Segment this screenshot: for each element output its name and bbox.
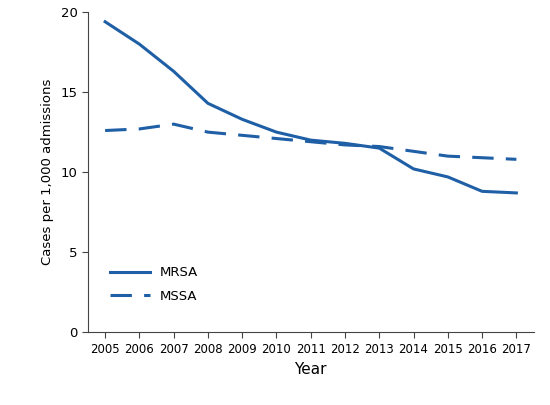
MSSA [205, 130, 211, 134]
Line: MRSA: MRSA [105, 22, 516, 193]
MSSA [307, 139, 314, 144]
MRSA [136, 42, 142, 47]
MRSA [376, 146, 383, 151]
MRSA [444, 175, 451, 179]
MSSA [410, 149, 417, 154]
MSSA [513, 157, 520, 162]
MSSA [444, 154, 451, 159]
MRSA [410, 166, 417, 171]
MRSA [273, 130, 280, 134]
Line: MSSA: MSSA [105, 124, 516, 159]
Y-axis label: Cases per 1,000 admissions: Cases per 1,000 admissions [41, 79, 54, 265]
MSSA [170, 122, 177, 127]
MRSA [239, 117, 245, 122]
MSSA [273, 136, 280, 141]
MSSA [136, 126, 142, 131]
MRSA [307, 138, 314, 143]
Legend: MRSA, MSSA: MRSA, MSSA [103, 260, 205, 309]
MSSA [102, 128, 108, 133]
MSSA [239, 133, 245, 138]
MRSA [513, 190, 520, 195]
X-axis label: Year: Year [294, 362, 327, 377]
MRSA [479, 189, 486, 194]
MSSA [342, 143, 348, 147]
MRSA [170, 69, 177, 74]
MSSA [479, 155, 486, 160]
MSSA [376, 144, 383, 149]
MRSA [102, 19, 108, 24]
MRSA [205, 101, 211, 106]
MRSA [342, 141, 348, 146]
